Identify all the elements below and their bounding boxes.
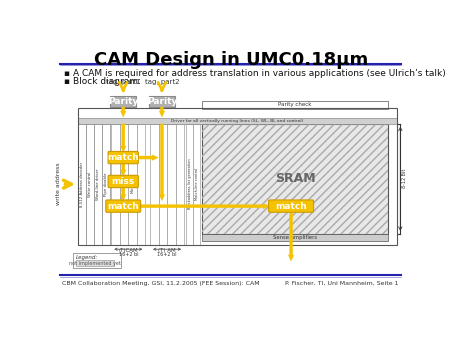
Text: ▪ Block diagram:: ▪ Block diagram: [64,77,141,86]
Text: Sense amplifiers: Sense amplifiers [273,235,317,240]
Bar [137,124,145,245]
Bar [86,124,94,245]
Bar [167,124,176,245]
Text: ▪ A CAM is required for address translation in various applications (see Ulrich’: ▪ A CAM is required for address translat… [64,69,446,78]
Bar [120,124,128,245]
Text: (T) AM: (T) AM [158,248,176,253]
Text: write address: write address [56,163,61,206]
Text: Match-line control: Match-line control [195,168,199,200]
Text: Legend:: Legend: [76,255,98,260]
Bar [78,124,86,245]
Text: Blockaddress L.: Blockaddress L. [122,170,126,198]
Text: tag, part1: tag, part1 [106,79,140,85]
FancyBboxPatch shape [269,200,314,212]
Bar [94,124,102,245]
Polygon shape [120,124,126,152]
FancyBboxPatch shape [108,151,138,164]
FancyBboxPatch shape [108,175,138,188]
Bar [110,96,136,107]
Text: Parity check: Parity check [278,102,312,107]
Polygon shape [120,163,126,176]
Bar [149,96,175,107]
Text: match: match [108,153,139,162]
Text: tag, part2: tag, part2 [145,79,179,85]
Bar [128,124,137,245]
Bar [186,124,194,245]
Text: Parity: Parity [108,97,139,106]
Bar [111,124,120,245]
Bar [202,124,388,234]
Bar [202,124,388,234]
Bar [76,260,114,266]
Text: 16+2 bl: 16+2 bl [118,251,138,257]
Bar [78,118,397,124]
Text: 16+2 bl: 16+2 bl [158,251,177,257]
Bar [176,124,184,245]
Text: miss: miss [112,177,135,186]
Bar [202,101,388,109]
Text: match: match [275,201,307,211]
Text: Write control: Write control [88,171,92,197]
Text: not implemented yet: not implemented yet [69,261,121,266]
Bar [194,124,200,245]
Text: match: match [108,201,139,211]
Text: SRAM: SRAM [274,172,315,185]
Text: 8-512 Address decoder: 8-512 Address decoder [80,162,84,207]
Text: CBM Collaboration Meeting, GSI, 11.2.2005 (FEE Session): CAM: CBM Collaboration Meeting, GSI, 11.2.200… [63,281,260,286]
Polygon shape [120,187,126,201]
Text: Blockaddress list generation: Blockaddress list generation [188,159,192,210]
Polygon shape [137,154,159,161]
Bar [150,124,158,245]
Bar [73,253,122,268]
Bar [158,124,167,245]
Text: Parity: Parity [147,97,177,106]
Text: Matchline: Matchline [130,175,135,193]
Polygon shape [159,107,165,118]
Text: Pipe disable: Pipe disable [104,172,108,196]
Polygon shape [120,107,126,118]
Text: P. Fischer, TI, Uni Mannheim, Seite 1: P. Fischer, TI, Uni Mannheim, Seite 1 [285,281,399,286]
Text: (T)CAM: (T)CAM [118,248,138,253]
FancyBboxPatch shape [106,200,141,212]
Text: Word-line driver: Word-line driver [96,168,100,200]
Text: 8-12 Bit: 8-12 Bit [402,169,407,189]
Polygon shape [159,124,165,201]
Text: CAM Design in UMC0.18µm: CAM Design in UMC0.18µm [94,51,368,69]
Bar [78,108,397,245]
Bar [102,124,110,245]
Polygon shape [140,203,270,209]
Polygon shape [288,211,294,262]
Bar [202,234,388,241]
Text: Driver for all vertically running lines (SL, WL, BL and control): Driver for all vertically running lines … [171,119,304,123]
